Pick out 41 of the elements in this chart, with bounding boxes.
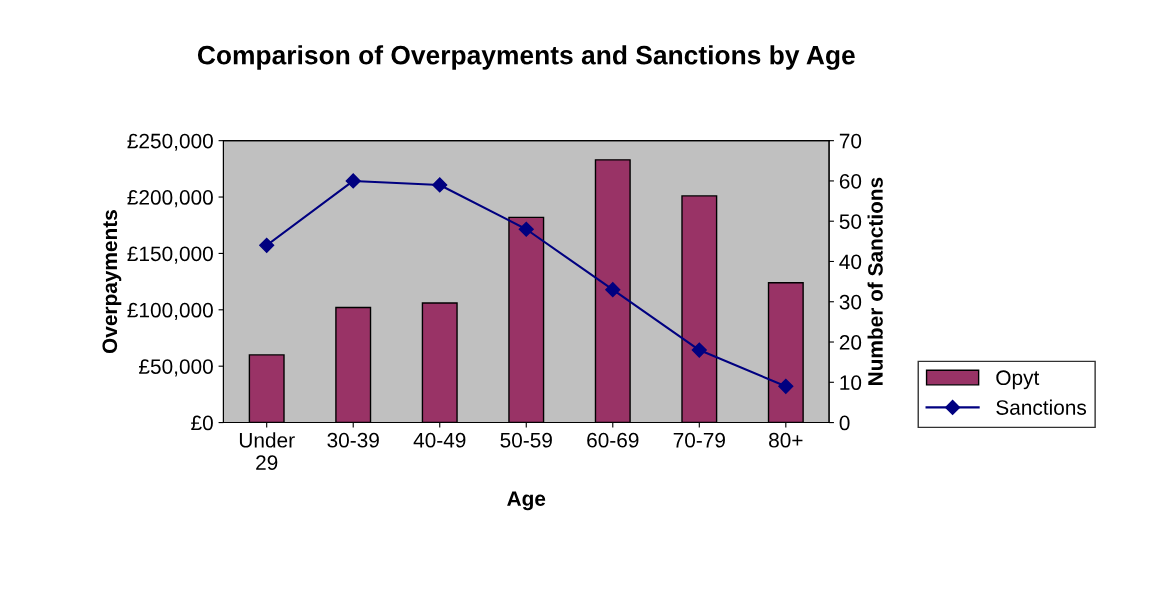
x-tick-label: 40-49	[413, 432, 466, 448]
y2-tick-label: 50	[839, 214, 862, 229]
legend-label: Opyt	[996, 370, 1040, 390]
bar	[248, 354, 285, 423]
y-tick-label: £100,000	[127, 302, 213, 321]
x-tick-label: Under 29	[239, 432, 295, 471]
bar	[594, 159, 631, 423]
y-tick-label: £200,000	[127, 190, 213, 208]
y-tick-label: £150,000	[127, 246, 213, 264]
bar	[767, 282, 804, 423]
bar	[681, 195, 718, 423]
legend-label: Sanctions	[996, 399, 1087, 415]
x-axis-title: Age	[507, 491, 546, 511]
bar	[335, 306, 372, 423]
point	[259, 237, 275, 253]
y2-axis-title: Number of Sanctions	[867, 177, 883, 385]
y2-tick-label: 10	[840, 375, 862, 391]
x-tick-label: 30-39	[327, 432, 379, 448]
point	[605, 282, 621, 298]
x-tick-label: 70-79	[673, 432, 725, 448]
y-tick-label: £250,000	[127, 133, 213, 151]
y2-tick-label: 30	[839, 294, 862, 310]
point	[432, 177, 448, 193]
y2-tick-label: 0	[839, 415, 850, 431]
x-tick-label: 80+	[769, 432, 803, 448]
point	[518, 221, 534, 237]
y2-tick-label: 60	[839, 173, 862, 189]
point	[691, 342, 707, 358]
bar	[508, 216, 545, 423]
y2-tick-label: 20	[839, 335, 862, 350]
y-tick-label: £0	[191, 415, 213, 431]
point	[345, 173, 361, 189]
y2-tick-label: 70	[839, 133, 862, 149]
y-axis-title: Overpayments	[102, 210, 122, 354]
bar	[421, 302, 458, 423]
x-tick-label: 50-59	[500, 432, 552, 448]
y2-tick-label: 40	[839, 254, 862, 270]
point	[778, 378, 794, 394]
y-tick-label: £50,000	[139, 359, 213, 377]
chart-title: Comparison of Overpayments and Sanctions by Age	[197, 45, 855, 70]
x-tick-label: 60-69	[587, 432, 639, 448]
